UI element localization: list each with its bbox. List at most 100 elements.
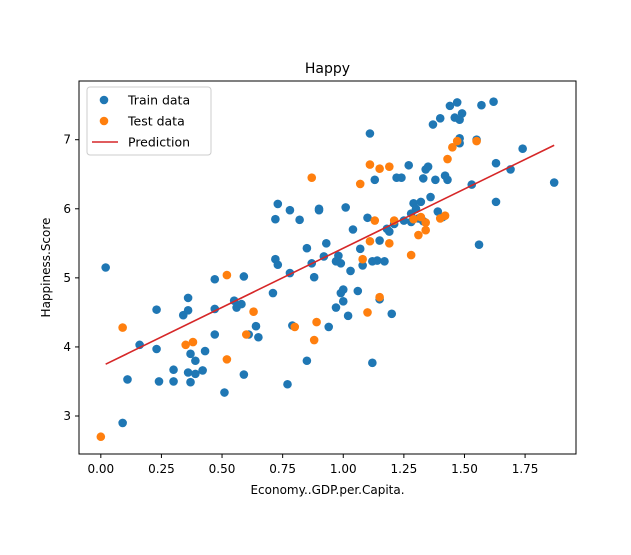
train-point (152, 305, 161, 314)
train-point (353, 286, 363, 296)
train-point (474, 240, 484, 250)
test-point (241, 330, 251, 339)
test-point (406, 250, 416, 260)
train-point (101, 263, 110, 272)
train-point (549, 178, 559, 187)
train-point (198, 366, 207, 375)
train-point (368, 358, 377, 368)
train-point (477, 100, 486, 110)
train-point (210, 304, 220, 314)
test-point (414, 230, 423, 240)
test-point (385, 239, 394, 248)
train-point (283, 379, 292, 389)
prediction-line (105, 144, 555, 365)
train-point (200, 346, 210, 356)
test-point (365, 160, 375, 169)
x-tick-label: 0.75 (269, 462, 296, 476)
train-point (239, 272, 249, 281)
x-tick-label: 0.50 (209, 462, 236, 476)
plot-area (96, 97, 559, 442)
train-point (251, 321, 261, 331)
train-point (183, 368, 193, 377)
train-point (452, 98, 462, 107)
train-point (302, 243, 312, 253)
x-tick-label: 1.00 (330, 462, 357, 476)
train-point (186, 349, 195, 359)
train-point (169, 377, 178, 386)
test-point (370, 216, 380, 225)
test-point (472, 136, 481, 146)
train-point (445, 101, 455, 111)
test-point (443, 154, 452, 164)
legend: Train data Test data Prediction (86, 86, 212, 156)
train-point (372, 256, 382, 265)
train-point (365, 129, 375, 138)
train-point (183, 306, 193, 315)
train-point (416, 197, 426, 207)
train-point (254, 332, 263, 342)
x-axis: 0.00 0.25 0.50 0.75 1.00 1.25 1.50 1.75 (87, 454, 538, 476)
train-point (443, 175, 452, 185)
test-point (363, 308, 372, 317)
legend-test-label: Test data (127, 114, 185, 129)
y-tick-label: 7 (63, 133, 71, 147)
test-point (375, 164, 384, 174)
x-axis-label: Economy..GDP.per.Capita. (250, 483, 404, 497)
test-point (188, 337, 198, 347)
train-point (431, 175, 440, 185)
train-point (426, 192, 435, 202)
train-point (433, 207, 443, 216)
train-point (338, 297, 348, 306)
train-point (331, 303, 341, 312)
train-point (336, 259, 346, 268)
train-point (273, 260, 283, 270)
test-point (290, 322, 300, 332)
test-point (452, 136, 462, 146)
test-point (358, 254, 367, 264)
train-point (457, 109, 467, 118)
train-point (404, 160, 414, 170)
train-point (210, 274, 220, 284)
train-point (343, 311, 353, 321)
train-point (123, 375, 132, 384)
train-point (491, 158, 501, 168)
train-point (237, 299, 246, 309)
legend-test-marker (99, 116, 109, 126)
x-tick-label: 1.25 (391, 462, 418, 476)
train-point (423, 162, 433, 171)
test-point (96, 432, 106, 442)
train-point (186, 377, 195, 387)
train-point (385, 227, 394, 236)
test-point (222, 355, 232, 364)
train-point (169, 365, 178, 375)
test-point (448, 143, 457, 152)
train-point (370, 175, 380, 185)
legend-train-marker (99, 95, 109, 105)
train-point (334, 251, 343, 261)
chart-title: Happy (305, 61, 350, 77)
train-point (397, 173, 406, 182)
train-point (220, 388, 229, 397)
train-point (491, 197, 501, 207)
test-point (440, 211, 450, 220)
y-axis: 3 4 5 6 7 (63, 133, 79, 423)
test-point (355, 179, 365, 189)
test-point (118, 323, 127, 332)
y-tick-label: 6 (63, 202, 71, 216)
x-tick-label: 1.75 (512, 462, 539, 476)
train-point (191, 356, 200, 366)
test-point (249, 307, 258, 317)
train-point (295, 215, 304, 225)
train-point (358, 261, 367, 270)
train-point (314, 204, 324, 214)
y-tick-label: 3 (63, 409, 71, 423)
y-tick-label: 5 (63, 271, 71, 285)
test-point (222, 270, 232, 280)
train-point (518, 144, 527, 153)
x-tick-label: 0.25 (148, 462, 175, 476)
y-axis-label: Happiness.Score (39, 218, 53, 318)
test-points (96, 136, 481, 442)
test-point (181, 340, 190, 350)
test-point (421, 225, 430, 235)
